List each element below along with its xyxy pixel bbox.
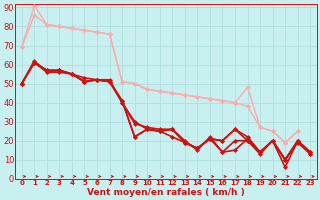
X-axis label: Vent moyen/en rafales ( km/h ): Vent moyen/en rafales ( km/h ) bbox=[87, 188, 245, 197]
